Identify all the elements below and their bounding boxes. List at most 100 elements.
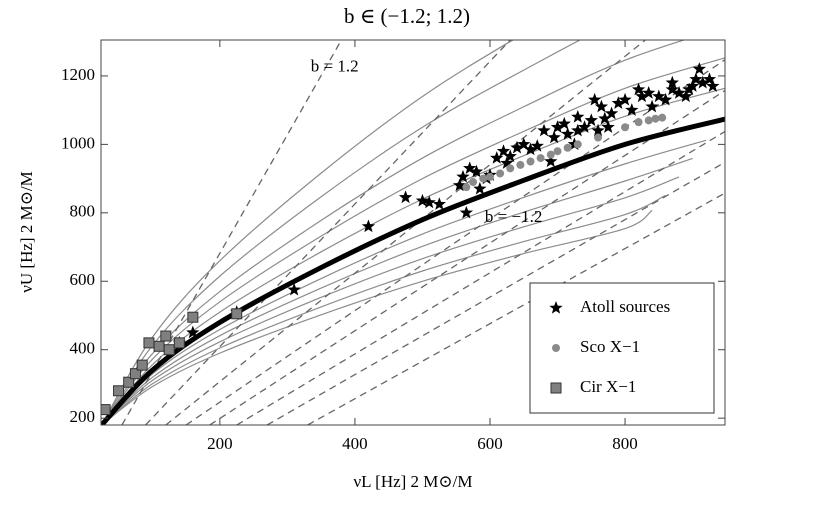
circle-point: [516, 160, 525, 169]
square-point: [173, 337, 185, 349]
circle-point: [563, 143, 572, 152]
circle-point: [526, 157, 535, 166]
star-point: [625, 103, 639, 116]
square-point: [163, 344, 175, 356]
y-tick-label: 200: [70, 407, 96, 426]
model-curve: [101, 116, 725, 425]
y-tick-label: 1000: [61, 133, 95, 152]
circle-point: [546, 150, 555, 159]
dashed-curve: [121, 40, 342, 425]
star-point: [560, 127, 575, 140]
star-point: [186, 325, 200, 339]
star-point: [692, 62, 706, 75]
star-point: [645, 99, 659, 113]
circle-point: [462, 183, 471, 192]
dashed-curve: [165, 40, 646, 425]
star-point: [591, 123, 605, 137]
star-point: [459, 205, 474, 219]
circle-point: [506, 164, 515, 173]
star-point: [361, 219, 376, 233]
star-point: [496, 144, 511, 157]
star-point: [523, 142, 538, 156]
square-point: [136, 359, 148, 371]
circle-point: [469, 178, 478, 187]
legend-label: Cir X−1: [580, 377, 636, 396]
dashed-curve: [307, 192, 725, 425]
star-point: [510, 140, 524, 154]
star-point: [469, 164, 484, 178]
star-point: [658, 92, 673, 106]
star-point: [456, 169, 470, 183]
star-point: [473, 181, 487, 195]
circle-point: [651, 114, 660, 123]
star-point: [598, 111, 612, 125]
annotation: b = 1.2: [311, 56, 359, 75]
circle-point: [644, 116, 653, 125]
star-point: [287, 282, 301, 296]
chart-title: b ∈ (−1.2; 1.2): [344, 4, 470, 28]
dashed-curve: [145, 40, 511, 425]
square-point: [143, 337, 155, 349]
circle-point: [553, 147, 562, 156]
model-curve: [101, 209, 653, 425]
star-point: [588, 92, 602, 106]
star-point: [611, 96, 625, 109]
circle-point: [621, 123, 630, 132]
square-point: [101, 404, 111, 416]
model-curve: [101, 139, 707, 425]
star-point: [571, 123, 585, 137]
star-point: [706, 79, 720, 92]
circle-point: [485, 172, 494, 181]
star-point: [652, 89, 666, 103]
star-point: [618, 92, 632, 106]
star-point: [537, 123, 551, 137]
star-point: [672, 86, 686, 99]
star-point: [594, 99, 609, 113]
square-point: [123, 376, 135, 388]
circle-point: [573, 140, 582, 149]
star-point: [544, 154, 558, 168]
star-point: [642, 86, 656, 99]
plot-frame: [100, 39, 726, 426]
star-point: [604, 106, 619, 120]
model-curve: [101, 194, 666, 425]
star-point: [490, 151, 504, 164]
star-point: [432, 197, 446, 210]
y-tick-label: 600: [70, 270, 96, 289]
star-point: [415, 193, 430, 207]
legend-marker: [550, 382, 562, 394]
star-point: [500, 156, 514, 169]
circle-point: [594, 133, 603, 142]
legend-label: Atoll sources: [580, 297, 670, 316]
square-point: [160, 330, 172, 342]
plot-area: [101, 40, 725, 425]
square-point: [231, 308, 243, 320]
y-tick-label: 1200: [61, 65, 95, 84]
circle-point: [536, 154, 545, 163]
legend-marker: [552, 344, 560, 352]
star-point: [517, 137, 531, 151]
star-point: [665, 82, 679, 96]
y-axis-label: νU [Hz] 2 M⊙/M: [17, 171, 36, 293]
star-point: [635, 89, 649, 103]
star-point: [547, 130, 561, 144]
y-tick-label: 400: [70, 339, 96, 358]
model-curve: [101, 40, 514, 425]
star-point: [550, 120, 565, 133]
model-curve: [101, 157, 693, 425]
star-point: [631, 82, 646, 96]
square-point: [187, 311, 199, 323]
star-point: [422, 195, 436, 209]
star-point: [503, 149, 517, 163]
legend-label: Sco X−1: [580, 337, 640, 356]
star-point: [665, 75, 679, 89]
star-point: [696, 75, 710, 89]
x-tick-label: 600: [477, 434, 503, 453]
star-point: [685, 79, 700, 92]
star-point: [689, 72, 703, 86]
star-point: [463, 161, 477, 174]
square-point: [129, 368, 141, 380]
x-tick-label: 400: [342, 434, 368, 453]
star-point: [452, 178, 467, 192]
